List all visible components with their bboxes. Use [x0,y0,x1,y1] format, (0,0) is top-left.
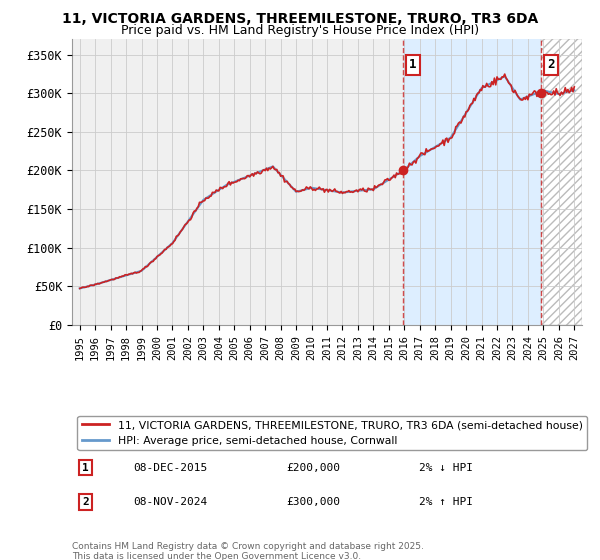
Text: Contains HM Land Registry data © Crown copyright and database right 2025.
This d: Contains HM Land Registry data © Crown c… [72,542,424,560]
Bar [403,39,541,325]
Bar [541,39,582,325]
Text: 2: 2 [82,497,89,507]
Text: 08-NOV-2024: 08-NOV-2024 [133,497,208,507]
Text: 2: 2 [547,58,555,72]
Text: Price paid vs. HM Land Registry's House Price Index (HPI): Price paid vs. HM Land Registry's House … [121,24,479,37]
Text: 1: 1 [82,463,89,473]
Legend: 11, VICTORIA GARDENS, THREEMILESTONE, TRURO, TR3 6DA (semi-detached house), HPI:: 11, VICTORIA GARDENS, THREEMILESTONE, TR… [77,416,587,450]
Text: 11, VICTORIA GARDENS, THREEMILESTONE, TRURO, TR3 6DA: 11, VICTORIA GARDENS, THREEMILESTONE, TR… [62,12,538,26]
Text: 1: 1 [409,58,417,72]
Text: £200,000: £200,000 [286,463,340,473]
Text: 08-DEC-2015: 08-DEC-2015 [133,463,208,473]
Text: 2% ↓ HPI: 2% ↓ HPI [419,463,473,473]
Bar [541,39,582,325]
Text: £300,000: £300,000 [286,497,340,507]
Text: 2% ↑ HPI: 2% ↑ HPI [419,497,473,507]
